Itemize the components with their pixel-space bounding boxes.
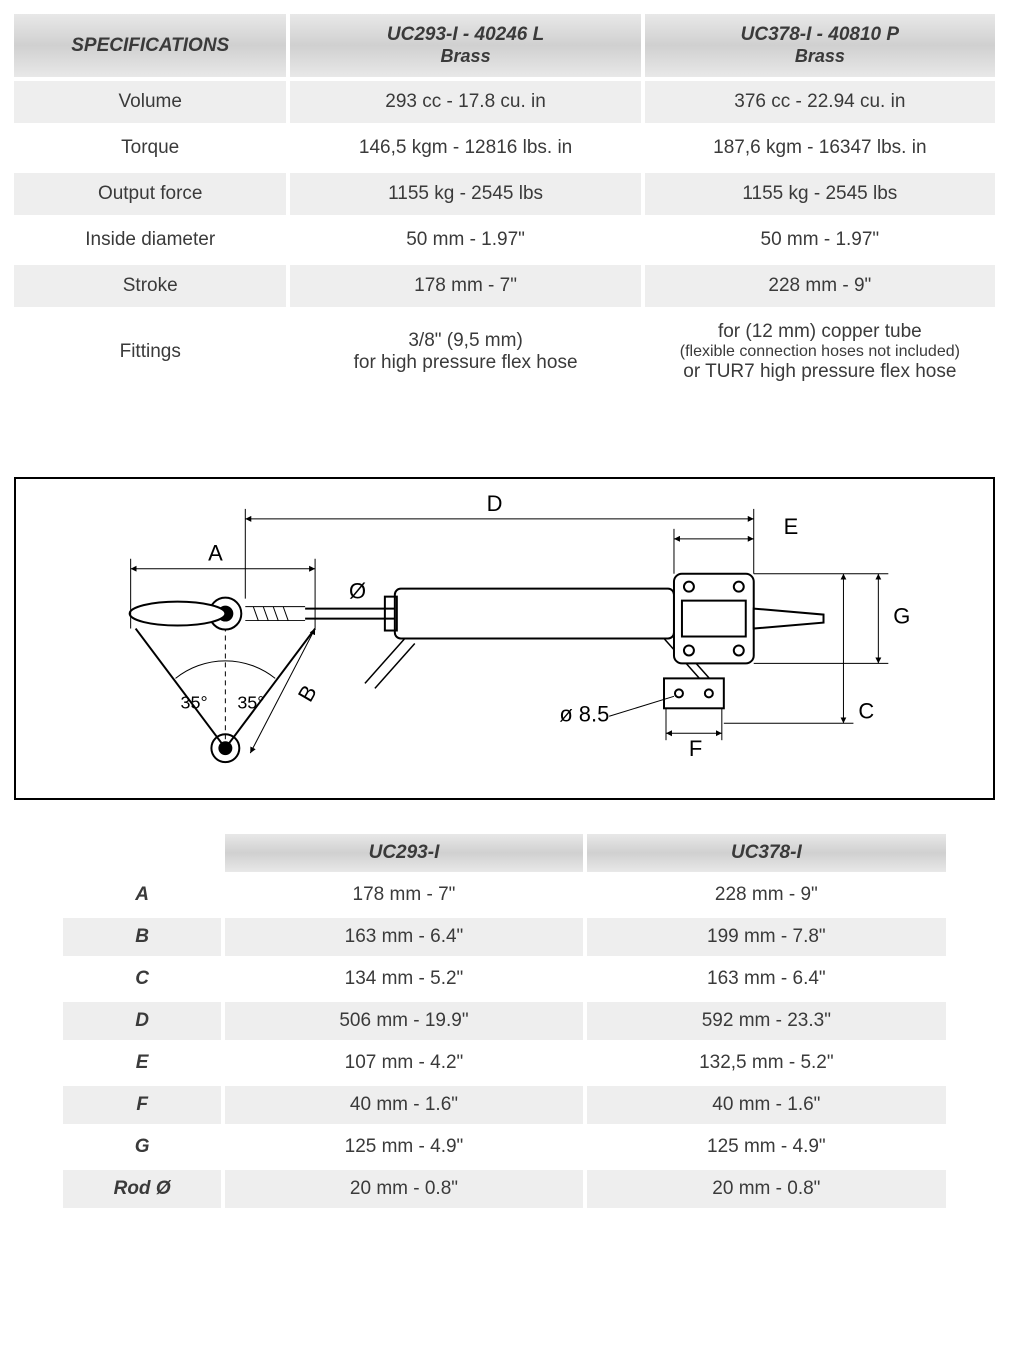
cell: 107 mm - 4.2" <box>225 1044 583 1082</box>
row-label: E <box>63 1044 220 1082</box>
table-row: F40 mm - 1.6"40 mm - 1.6" <box>63 1086 945 1124</box>
row-label: G <box>63 1128 220 1166</box>
dim-label-a: A <box>208 541 223 566</box>
row-label: Rod Ø <box>63 1170 220 1208</box>
fittings-l1: for (12 mm) copper tube <box>653 321 987 343</box>
dim-label-d: D <box>487 491 503 516</box>
row-label: Torque <box>14 127 286 169</box>
cell: 228 mm - 9" <box>645 265 995 307</box>
cell: 125 mm - 4.9" <box>587 1128 945 1166</box>
cell: 1155 kg - 2545 lbs <box>290 173 640 215</box>
cell: 20 mm - 0.8" <box>225 1170 583 1208</box>
col1-title: UC293-I - 40246 L <box>387 24 544 45</box>
cell: 187,6 kgm - 16347 lbs. in <box>645 127 995 169</box>
angle-35b: 35° <box>237 692 264 712</box>
row-label: Stroke <box>14 265 286 307</box>
table-row: Fittings 3/8" (9,5 mm) for high pressure… <box>14 311 995 393</box>
dim-label-o85: ø 8.5 <box>559 701 609 726</box>
cell: 163 mm - 6.4" <box>225 918 583 956</box>
dimensions-table: UC293-I UC378-I A178 mm - 7"228 mm - 9" … <box>59 830 949 1212</box>
cell: 134 mm - 5.2" <box>225 960 583 998</box>
cell: 178 mm - 7" <box>225 876 583 914</box>
dim-header-col1: UC293-I <box>225 834 583 872</box>
dim-label-f: F <box>689 736 702 761</box>
cell: 592 mm - 23.3" <box>587 1002 945 1040</box>
spec-header-col2: UC378-I - 40810 P Brass <box>645 14 995 77</box>
spec-header-col1: UC293-I - 40246 L Brass <box>290 14 640 77</box>
fittings-l2: for high pressure flex hose <box>298 352 632 374</box>
dim-blank-header <box>63 834 220 872</box>
table-row: B163 mm - 6.4"199 mm - 7.8" <box>63 918 945 956</box>
dim-label-e: E <box>784 514 799 539</box>
row-label: F <box>63 1086 220 1124</box>
spec-header-label: SPECIFICATIONS <box>14 14 286 77</box>
dim-label-c: C <box>858 698 874 723</box>
diagram-svg: D E A Ø G C F ø 8.5 B 35° 35° <box>16 479 993 798</box>
cylinder-diagram: D E A Ø G C F ø 8.5 B 35° 35° <box>14 477 995 800</box>
specifications-table: SPECIFICATIONS UC293-I - 40246 L Brass U… <box>10 10 999 397</box>
cell: 50 mm - 1.97" <box>290 219 640 261</box>
col2-subtitle: Brass <box>653 46 987 67</box>
col2-title: UC378-I - 40810 P <box>741 24 899 45</box>
dim-header-col2: UC378-I <box>587 834 945 872</box>
row-label: A <box>63 876 220 914</box>
dim-label-o: Ø <box>349 579 366 604</box>
table-row: Torque 146,5 kgm - 12816 lbs. in 187,6 k… <box>14 127 995 169</box>
table-row: Inside diameter 50 mm - 1.97" 50 mm - 1.… <box>14 219 995 261</box>
cell: 376 cc - 22.94 cu. in <box>645 81 995 123</box>
row-label: Volume <box>14 81 286 123</box>
cell: 178 mm - 7" <box>290 265 640 307</box>
fittings-col2: for (12 mm) copper tube (flexible connec… <box>645 311 995 393</box>
row-label: Inside diameter <box>14 219 286 261</box>
row-label: Fittings <box>14 311 286 393</box>
row-label: B <box>63 918 220 956</box>
cell: 50 mm - 1.97" <box>645 219 995 261</box>
cell: 20 mm - 0.8" <box>587 1170 945 1208</box>
cell: 293 cc - 17.8 cu. in <box>290 81 640 123</box>
dim-label-g: G <box>893 604 910 629</box>
table-row: G125 mm - 4.9"125 mm - 4.9" <box>63 1128 945 1166</box>
fittings-l1: 3/8" (9,5 mm) <box>298 330 632 352</box>
table-row: Stroke 178 mm - 7" 228 mm - 9" <box>14 265 995 307</box>
col1-subtitle: Brass <box>298 46 632 67</box>
cell: 228 mm - 9" <box>587 876 945 914</box>
fittings-col1: 3/8" (9,5 mm) for high pressure flex hos… <box>290 311 640 393</box>
cell: 40 mm - 1.6" <box>587 1086 945 1124</box>
fittings-l3: or TUR7 high pressure flex hose <box>653 361 987 383</box>
table-row: D506 mm - 19.9"592 mm - 23.3" <box>63 1002 945 1040</box>
table-row: Volume 293 cc - 17.8 cu. in 376 cc - 22.… <box>14 81 995 123</box>
dim-label-b: B <box>293 681 322 706</box>
cell: 506 mm - 19.9" <box>225 1002 583 1040</box>
cell: 1155 kg - 2545 lbs <box>645 173 995 215</box>
table-row: Output force 1155 kg - 2545 lbs 1155 kg … <box>14 173 995 215</box>
cell: 146,5 kgm - 12816 lbs. in <box>290 127 640 169</box>
fittings-l2: (flexible connection hoses not included) <box>653 343 987 361</box>
angle-35a: 35° <box>180 692 207 712</box>
cell: 199 mm - 7.8" <box>587 918 945 956</box>
row-label: C <box>63 960 220 998</box>
table-row: E107 mm - 4.2"132,5 mm - 5.2" <box>63 1044 945 1082</box>
cell: 125 mm - 4.9" <box>225 1128 583 1166</box>
table-row: Rod Ø20 mm - 0.8"20 mm - 0.8" <box>63 1170 945 1208</box>
cell: 132,5 mm - 5.2" <box>587 1044 945 1082</box>
table-row: C134 mm - 5.2"163 mm - 6.4" <box>63 960 945 998</box>
row-label: Output force <box>14 173 286 215</box>
table-row: A178 mm - 7"228 mm - 9" <box>63 876 945 914</box>
cell: 163 mm - 6.4" <box>587 960 945 998</box>
row-label: D <box>63 1002 220 1040</box>
cell: 40 mm - 1.6" <box>225 1086 583 1124</box>
